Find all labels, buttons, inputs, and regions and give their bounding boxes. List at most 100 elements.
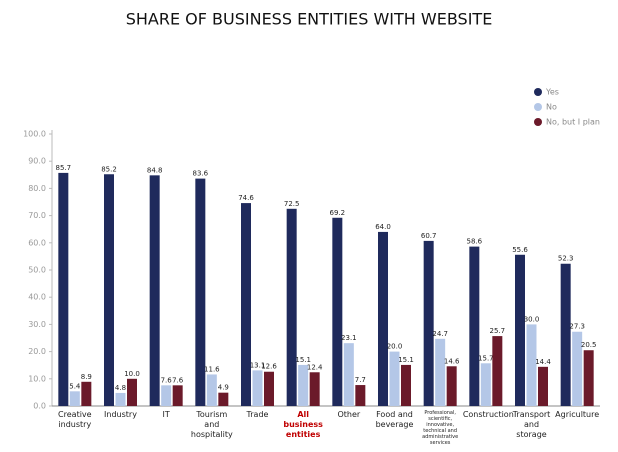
x-tick-label: Trade	[246, 410, 269, 419]
bar	[538, 366, 548, 406]
bar	[252, 370, 263, 406]
value-label: 4.9	[218, 384, 229, 392]
value-label: 85.2	[101, 165, 117, 173]
value-label: 4.8	[115, 384, 126, 392]
bar	[149, 175, 160, 406]
legend-label: Yes	[545, 88, 559, 97]
value-label: 5.4	[69, 382, 81, 390]
bar	[264, 371, 274, 406]
value-label: 20.5	[581, 341, 597, 349]
bar	[480, 363, 491, 406]
value-label: 69.2	[330, 209, 346, 217]
x-tick-label: Other	[337, 410, 361, 419]
bar	[469, 246, 480, 406]
bar	[127, 378, 137, 406]
legend-marker	[534, 88, 542, 96]
x-tick-label: Food and beverage	[375, 410, 414, 429]
value-label: 85.7	[56, 164, 72, 172]
bar	[115, 392, 126, 406]
bar	[286, 208, 297, 406]
bar	[104, 174, 114, 406]
legend-label: No	[546, 103, 557, 112]
y-tick-label: 0.0	[33, 402, 46, 411]
x-tick-label: Industry	[104, 410, 137, 419]
x-tick-label: Creative industry	[58, 410, 92, 429]
value-label: 64.0	[375, 223, 391, 231]
legend-marker	[534, 118, 542, 126]
x-tick-label: Professional, scientific, innovative, te…	[422, 410, 459, 446]
value-label: 7.7	[355, 376, 366, 384]
bar	[172, 385, 183, 406]
y-tick-label: 70.0	[28, 211, 46, 220]
value-label: 20.0	[387, 343, 403, 351]
value-label: 8.9	[81, 373, 92, 381]
value-label: 13.1	[250, 361, 266, 369]
bar	[583, 350, 594, 406]
y-tick-label: 50.0	[28, 266, 46, 275]
value-label: 15.1	[295, 356, 311, 364]
y-tick-label: 40.0	[28, 293, 46, 302]
value-label: 14.4	[535, 358, 551, 366]
bar	[58, 172, 69, 406]
bar	[389, 351, 400, 406]
bar	[332, 217, 343, 406]
chart-title: SHARE OF BUSINESS ENTITIES WITH WEBSITE	[126, 10, 493, 29]
y-tick-label: 10.0	[28, 374, 46, 383]
x-tick-label: Tourism and hospitality	[190, 410, 233, 439]
value-label: 11.6	[204, 365, 220, 373]
bar	[298, 364, 309, 406]
legend-label: No, but I plan	[546, 118, 600, 127]
x-tick-label: Agriculture	[555, 410, 600, 419]
y-tick-label: 100.0	[23, 130, 46, 139]
value-label: 12.6	[261, 363, 277, 371]
value-label: 7.6	[161, 376, 173, 384]
bar	[218, 392, 229, 406]
value-label: 55.6	[512, 246, 528, 254]
bar	[343, 343, 354, 406]
value-label: 60.7	[421, 232, 437, 240]
value-label: 74.6	[238, 194, 254, 202]
legend-marker	[534, 103, 542, 111]
bar	[560, 263, 571, 406]
bar	[378, 231, 388, 406]
bar	[526, 324, 537, 406]
y-tick-label: 60.0	[28, 238, 46, 247]
value-label: 30.0	[524, 315, 540, 323]
bar	[572, 331, 583, 406]
value-label: 52.3	[558, 255, 574, 263]
value-label: 14.6	[444, 357, 460, 365]
value-label: 15.1	[398, 356, 414, 364]
bar	[515, 254, 525, 406]
y-tick-label: 80.0	[28, 184, 46, 193]
x-tick-label: Construction	[462, 410, 514, 419]
bar	[81, 381, 92, 406]
bar	[195, 178, 206, 406]
bar	[309, 372, 320, 406]
value-label: 72.5	[284, 200, 300, 208]
value-label: 84.8	[147, 166, 163, 174]
bar	[401, 364, 411, 406]
value-label: 23.1	[341, 334, 357, 342]
bar	[355, 385, 366, 406]
value-label: 10.0	[124, 370, 140, 378]
value-label: 58.6	[467, 238, 483, 246]
value-label: 15.7	[478, 354, 494, 362]
x-tick-label: Transport and storage	[512, 410, 551, 439]
bar	[161, 385, 172, 406]
value-label: 24.7	[432, 330, 448, 338]
value-label: 83.6	[193, 170, 209, 178]
bar	[446, 366, 457, 406]
x-tick-label: IT	[162, 410, 170, 419]
x-tick-label: All business entities	[283, 410, 323, 439]
bar	[492, 336, 503, 406]
y-tick-label: 20.0	[28, 347, 46, 356]
bar	[206, 374, 217, 406]
value-label: 27.3	[569, 323, 585, 331]
bar	[241, 203, 251, 406]
bar	[435, 338, 446, 406]
value-label: 7.6	[172, 376, 184, 384]
y-tick-label: 90.0	[28, 157, 46, 166]
bar	[69, 391, 80, 406]
